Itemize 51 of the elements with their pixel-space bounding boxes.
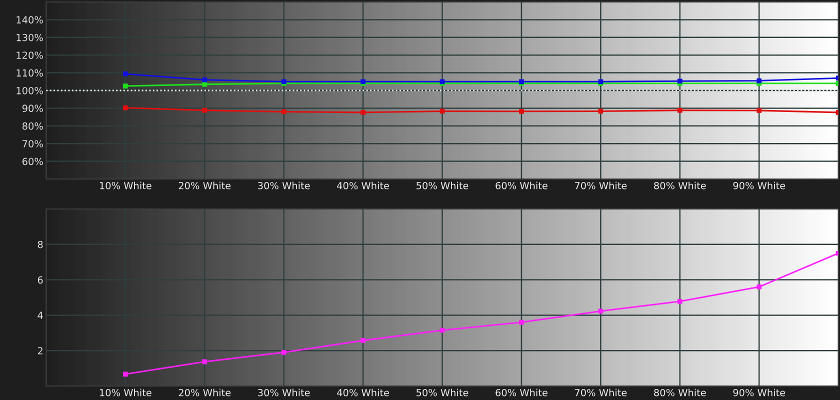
y-tick-label: 130%: [16, 34, 43, 42]
x-tick-label: 20% White: [178, 182, 231, 190]
x-tick-label: 50% White: [416, 182, 468, 190]
y-tick-label: 110%: [16, 69, 43, 77]
y-tick-label: 8: [38, 240, 43, 248]
point: [519, 108, 524, 114]
y-tick-label: 2: [38, 347, 42, 354]
x-tick-label: 30% White: [258, 388, 310, 396]
x-tick-label: 80% White: [654, 182, 706, 190]
y-tick-label: 80%: [22, 122, 43, 130]
point: [122, 105, 128, 110]
point: [281, 350, 286, 355]
x-tick-label: 20% White: [178, 388, 231, 396]
point: [677, 108, 682, 113]
y-tick-label: 6: [38, 276, 43, 284]
x-tick-label: 90% White: [733, 182, 786, 190]
y-tick-label: 60%: [22, 158, 43, 166]
y-tick-label: 140%: [16, 16, 43, 24]
point: [677, 298, 682, 304]
point: [360, 110, 366, 115]
point: [677, 78, 682, 84]
point: [281, 109, 286, 114]
x-tick-label: 10% White: [100, 388, 152, 396]
point: [122, 71, 128, 76]
point: [756, 78, 762, 84]
point: [202, 77, 208, 82]
x-tick-label: 70% White: [575, 388, 627, 396]
x-tick-label: 60% White: [496, 182, 548, 190]
y-tick-label: 120%: [16, 52, 43, 59]
x-tick-label: 40% White: [337, 182, 390, 190]
point: [122, 372, 128, 377]
x-tick-label: 70% White: [575, 182, 627, 190]
x-tick-label: 90% White: [733, 388, 786, 396]
y-tick-label: 90%: [22, 104, 43, 112]
x-tick-label: 10% White: [100, 182, 152, 190]
y-tick-label: 70%: [22, 140, 43, 148]
point: [360, 338, 366, 343]
point: [122, 84, 128, 89]
y-tick-label: 4: [38, 312, 43, 319]
x-tick-label: 40% White: [337, 388, 390, 396]
x-tick-label: 30% White: [258, 182, 310, 190]
y-tick-label: 100%: [16, 86, 43, 94]
x-tick-label: 80% White: [654, 388, 706, 396]
point: [202, 359, 208, 364]
point: [202, 108, 208, 113]
x-tick-label: 50% White: [416, 388, 468, 396]
point: [598, 308, 604, 314]
point: [519, 320, 524, 325]
point: [756, 108, 762, 113]
point: [756, 284, 762, 290]
x-tick-label: 60% White: [496, 388, 548, 396]
